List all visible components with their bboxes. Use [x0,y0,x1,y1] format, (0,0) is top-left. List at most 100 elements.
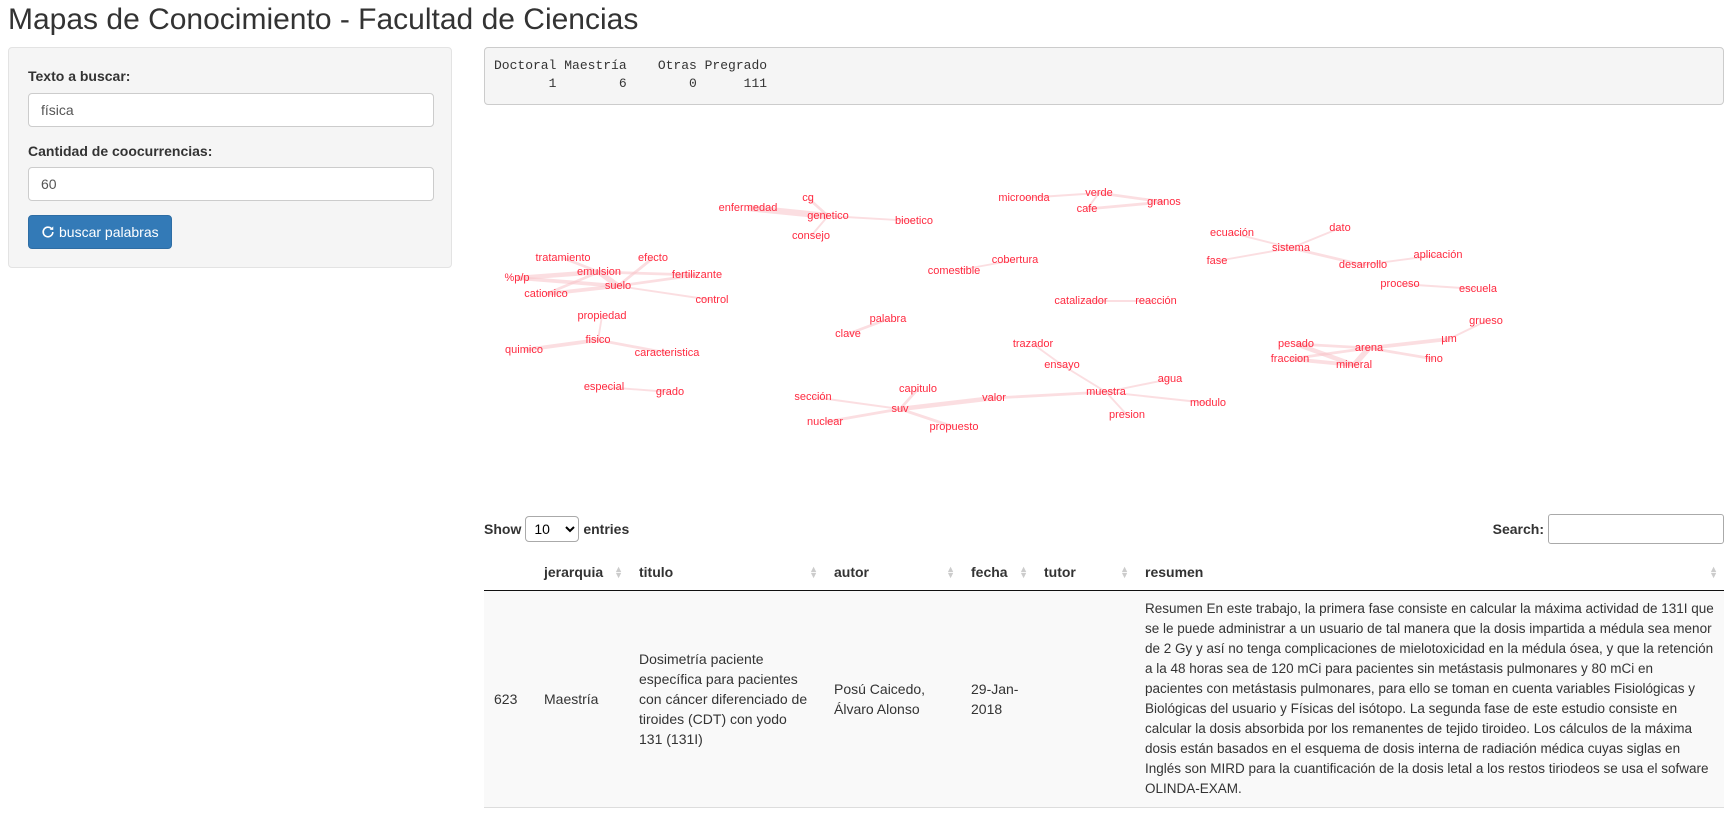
network-node-valor[interactable]: valor [982,392,1006,404]
network-edge [1105,378,1171,393]
network-node-suv[interactable]: suv [891,403,909,415]
cell-tutor [1034,590,1135,808]
network-edge [1216,247,1292,262]
network-node-fertilizante[interactable]: fertilizante [672,269,722,281]
network-edge [597,269,620,289]
table-search-input[interactable] [1548,514,1724,544]
network-node-grueso[interactable]: grueso [1469,315,1503,327]
network-node-quimico[interactable]: quimico [505,344,543,356]
sort-icon: ▲ ▼ [1709,564,1718,580]
network-node-microonda[interactable]: microonda [998,192,1050,204]
network-node-consejo[interactable]: consejo [792,230,830,242]
network-node-bioetico[interactable]: bioetico [895,215,933,227]
column-header-titulo[interactable]: titulo ▲ ▼ [629,554,824,591]
network-node-propuesto[interactable]: propuesto [930,421,979,433]
network-node-fino[interactable]: fino [1425,353,1443,365]
search-text-label: Texto a buscar: [28,68,131,84]
network-node-granos[interactable]: granos [1147,196,1181,208]
cooccurrence-network[interactable]: enfermedad cg genetico bioetico consejo micro… [484,110,1724,510]
network-node-cafe[interactable]: cafe [1077,203,1098,215]
network-node-especial[interactable]: especial [584,381,624,393]
network-node-catalizador[interactable]: catalizador [1054,295,1108,307]
cell-fecha: 29-Jan-2018 [961,590,1034,808]
network-node-aplicacion[interactable]: aplicación [1414,249,1463,261]
network-node-palabra[interactable]: palabra [870,313,908,325]
network-node-clave[interactable]: clave [835,328,861,340]
network-node-capitulo[interactable]: capitulo [899,383,937,395]
sort-icon: ▲ ▼ [1120,564,1129,580]
sort-icon: ▲ ▼ [809,564,818,580]
sort-icon: ▲ ▼ [946,564,955,580]
network-node-cg[interactable]: cg [802,192,814,204]
network-node-grado[interactable]: grado [656,386,684,398]
network-node-seccion[interactable]: sección [794,391,831,403]
network-edge [993,390,1107,400]
network-node-nuclear[interactable]: nuclear [807,416,843,428]
network-node-enfermedad[interactable]: enfermedad [719,202,778,214]
network-node-modulo[interactable]: modulo [1190,397,1226,409]
network-node-desarrollo[interactable]: desarrollo [1339,259,1387,271]
network-edge [1290,246,1364,267]
network-node-muestra[interactable]: muestra [1086,386,1127,398]
entries-select[interactable]: 10 [525,516,580,542]
network-edge [617,273,698,288]
network-edge [1448,320,1487,340]
network-node-emulsion[interactable]: emulsion [577,266,621,278]
network-node-caracteristica[interactable]: caracteristica [635,347,701,359]
network-node-ecuacion[interactable]: ecuación [1210,227,1254,239]
network-edge [1295,342,1370,350]
table-search-control: Search: [1493,514,1724,544]
network-node-fraccion[interactable]: fraccion [1271,353,1310,365]
network-node-agua[interactable]: agua [1158,373,1183,385]
sort-icon: ▲ ▼ [614,564,623,580]
network-edge [824,407,901,424]
network-node-cobertura[interactable]: cobertura [992,254,1039,266]
sidebar-panel: Texto a buscar: Cantidad de coocurrencia… [8,47,452,268]
cell-autor: Posú Caicedo, Álvaro Alonso [824,590,961,808]
network-node-arena[interactable]: arena [1355,342,1384,354]
network-node-efecto[interactable]: efecto [638,252,668,264]
network-edge [1351,346,1372,367]
column-header-index[interactable] [484,554,534,591]
column-header-resumen[interactable]: resumen ▲ ▼ [1135,554,1724,591]
network-edge [1032,343,1063,366]
network-node-tratamiento[interactable]: tratamiento [535,252,590,264]
network-node-genetico[interactable]: genetico [807,210,849,222]
network-node-cationico[interactable]: cationico [524,288,567,300]
network-node-proceso[interactable]: proceso [1380,278,1419,290]
network-node-comestible[interactable]: comestible [928,265,981,277]
network-node-trazador[interactable]: trazador [1013,338,1054,350]
cell-resumen: Resumen En este trabajo, la primera fase… [1135,590,1724,808]
network-edge [1061,364,1107,393]
column-header-jerarquia[interactable]: jerarquia ▲ ▼ [534,554,629,591]
network-node-fase[interactable]: fase [1207,255,1228,267]
show-label: Show [484,521,522,537]
network-node-verde[interactable]: verde [1085,187,1113,199]
column-header-fecha[interactable]: fecha ▲ ▼ [961,554,1034,591]
network-node-sistema[interactable]: sistema [1272,242,1311,254]
network-node-control[interactable]: control [695,294,728,306]
cooccurrence-count-input[interactable] [28,167,434,201]
network-node-suelo[interactable]: suelo [605,280,631,292]
network-node-dato[interactable]: dato [1329,222,1350,234]
table-row[interactable]: 623 Maestría Dosimetría paciente específ… [484,590,1724,808]
network-node-propiedad[interactable]: propiedad [578,310,627,322]
network-node-fisico[interactable]: fisico [585,334,610,346]
network-node-pp[interactable]: %p/p [504,272,529,284]
network-edge [1290,227,1341,249]
column-header-tutor[interactable]: tutor ▲ ▼ [1034,554,1135,591]
cell-id: 623 [484,590,534,808]
network-node-presion[interactable]: presion [1109,409,1145,421]
search-words-button[interactable]: buscar palabras [28,215,172,249]
search-text-input[interactable] [28,93,434,127]
column-header-autor[interactable]: autor ▲ ▼ [824,554,961,591]
network-node-ensayo[interactable]: ensayo [1044,359,1079,371]
network-edge [1289,357,1355,367]
network-edge [1399,283,1479,290]
network-edge [898,388,920,410]
network-node-escuela[interactable]: escuela [1459,283,1498,295]
network-node-um[interactable]: µm [1441,333,1457,345]
network-node-pesado[interactable]: pesado [1278,338,1314,350]
network-node-mineral[interactable]: mineral [1336,359,1372,371]
network-node-reaccion[interactable]: reacción [1135,295,1177,307]
